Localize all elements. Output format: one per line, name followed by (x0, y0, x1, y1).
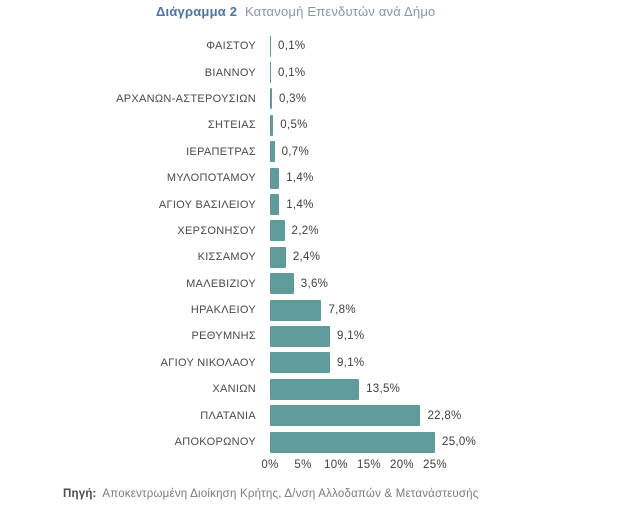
chart-title-text: Κατανομή Επενδυτών ανά Δήμο (244, 4, 436, 19)
category-label: ΧΑΝΙΩΝ (212, 383, 256, 396)
source-label: Πηγή: (63, 488, 97, 500)
value-label: 7,8% (328, 304, 356, 317)
category-label: ΣΗΤΕΙΑΣ (207, 119, 256, 132)
x-axis-tick: 20% (390, 459, 414, 471)
category-label: ΑΡΧΑΝΩΝ-ΑΣΤΕΡΟΥΣΙΩΝ (116, 92, 256, 105)
category-label: ΠΛΑΤΑΝΙΑ (200, 409, 256, 422)
category-label: ΦΑΙΣΤΟΥ (206, 40, 256, 53)
category-label: ΒΙΑΝΝΟΥ (204, 66, 256, 79)
category-label: ΑΠΟΚΟΡΩΝΟΥ (174, 436, 256, 449)
chart-title-number: Διάγραμμα 2 (156, 4, 238, 19)
bar (270, 325, 331, 347)
bar-row: ΧΕΡΣΟΝΗΣΟΥ 2,2% (0, 218, 637, 244)
bar (270, 220, 285, 242)
bar-row: ΑΓΙΟΥ ΒΑΣΙΛΕΙΟΥ 1,4% (0, 191, 637, 217)
chart-title: Διάγραμμα 2 Κατανομή Επενδυτών ανά Δήμο (156, 4, 435, 19)
bar (270, 405, 421, 427)
bar (270, 299, 322, 321)
value-label: 2,4% (292, 251, 321, 264)
category-label: ΙΕΡΑΠΕΤΡΑΣ (186, 145, 256, 158)
value-label: 0,5% (280, 119, 308, 132)
bar-row: ΡΕΘΥΜΝΗΣ 9,1% (0, 323, 637, 349)
category-label: ΜΥΛΟΠΟΤΑΜΟΥ (166, 172, 256, 185)
bar (270, 431, 435, 453)
category-label: ΑΓΙΟΥ ΒΑΣΙΛΕΙΟΥ (158, 198, 256, 211)
x-axis: 0% 5% 10% 15% 20% 25% (0, 459, 637, 475)
bar-row: ΗΡΑΚΛΕΙΟΥ 7,8% (0, 297, 637, 323)
x-axis-tick: 0% (261, 459, 279, 471)
x-axis-tick: 10% (324, 459, 348, 471)
bar-row: ΑΠΟΚΟΡΩΝΟΥ 25,0% (0, 429, 637, 455)
bar (270, 62, 271, 84)
bar-row: ΣΗΤΕΙΑΣ 0,5% (0, 112, 637, 138)
bar (270, 194, 280, 216)
source-note: Πηγή: Αποκεντρωμένη Διοίκηση Κρήτης, Δ/ν… (63, 488, 479, 500)
bar-chart: ΦΑΙΣΤΟΥ 0,1% ΒΙΑΝΝΟΥ 0,1% ΑΡΧΑΝΩΝ-ΑΣΤΕΡΟΥΣΙΩ… (0, 33, 637, 455)
value-label: 25,0% (442, 436, 477, 449)
value-label: 9,1% (337, 356, 365, 369)
bar-row: ΚΙΣΣΑΜΟΥ 2,4% (0, 244, 637, 270)
category-label: ΧΕΡΣΟΝΗΣΟΥ (177, 224, 256, 237)
bar-row: ΙΕΡΑΠΕΤΡΑΣ 0,7% (0, 139, 637, 165)
value-label: 22,8% (427, 409, 462, 422)
value-label: 0,1% (278, 66, 306, 79)
category-label: ΑΓΙΟΥ ΝΙΚΟΛΑΟΥ (160, 356, 256, 369)
value-label: 1,4% (286, 198, 314, 211)
bar-row: ΧΑΝΙΩΝ 13,5% (0, 376, 637, 402)
bar (270, 114, 274, 136)
category-label: ΚΙΣΣΑΜΟΥ (197, 251, 256, 264)
value-label: 1,4% (286, 172, 314, 185)
bar-row: ΒΙΑΝΝΟΥ 0,1% (0, 59, 637, 85)
value-label: 0,7% (281, 145, 310, 158)
x-axis-tick: 25% (423, 459, 447, 471)
value-label: 0,3% (278, 92, 307, 105)
category-label: ΡΕΘΥΜΝΗΣ (191, 330, 256, 343)
bar-row: ΠΛΑΤΑΝΙΑ 22,8% (0, 402, 637, 428)
source-text: Αποκεντρωμένη Διοίκηση Κρήτης, Δ/νση Αλλ… (102, 488, 479, 500)
bar (270, 273, 294, 295)
category-label: ΜΑΛΕΒΙΖΙΟΥ (186, 277, 256, 290)
bar (270, 352, 331, 374)
value-label: 2,2% (291, 224, 319, 237)
bar-row: ΜΥΛΟΠΟΤΑΜΟΥ 1,4% (0, 165, 637, 191)
value-label: 13,5% (366, 383, 401, 396)
bar (270, 246, 286, 268)
value-label: 0,1% (278, 40, 306, 53)
bar (270, 141, 275, 163)
x-axis-tick: 5% (294, 459, 312, 471)
bar-row: ΦΑΙΣΤΟΥ 0,1% (0, 33, 637, 59)
bar (270, 88, 272, 110)
value-label: 3,6% (300, 277, 329, 290)
bar-row: ΜΑΛΕΒΙΖΙΟΥ 3,6% (0, 271, 637, 297)
bar (270, 378, 360, 400)
bar-row: ΑΓΙΟΥ ΝΙΚΟΛΑΟΥ 9,1% (0, 350, 637, 376)
value-label: 9,1% (337, 330, 365, 343)
bar-row: ΑΡΧΑΝΩΝ-ΑΣΤΕΡΟΥΣΙΩΝ 0,3% (0, 86, 637, 112)
bar (270, 35, 271, 57)
category-label: ΗΡΑΚΛΕΙΟΥ (190, 304, 256, 317)
x-axis-tick: 15% (357, 459, 381, 471)
bar (270, 167, 280, 189)
